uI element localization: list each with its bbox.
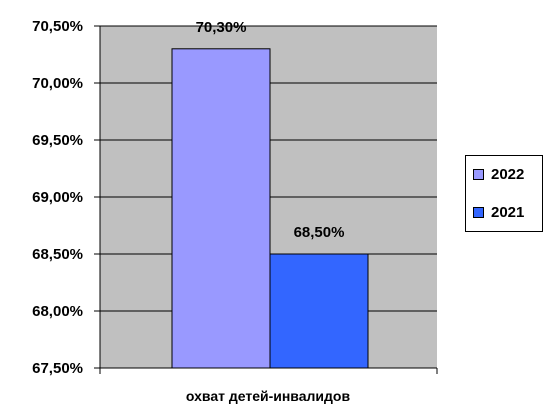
legend-swatch-2021 bbox=[473, 206, 484, 218]
legend-label-2022: 2022 bbox=[491, 165, 525, 183]
y-tick-label: 69,00% bbox=[32, 189, 83, 206]
legend-swatch-2022 bbox=[473, 168, 484, 180]
bar-2021 bbox=[269, 253, 369, 369]
y-tick-label: 67,50% bbox=[32, 360, 83, 377]
legend: 2022 2021 bbox=[465, 155, 543, 232]
y-tick-label: 68,50% bbox=[32, 246, 83, 263]
bar-2022 bbox=[171, 48, 271, 369]
data-label-2021: 68,50% bbox=[294, 224, 345, 241]
y-tick-label: 70,50% bbox=[32, 18, 83, 35]
category-label: охват детей-инвалидов bbox=[186, 388, 351, 404]
legend-item-2021: 2021 bbox=[473, 203, 525, 221]
y-tick-label: 69,50% bbox=[32, 132, 83, 149]
y-tick-label: 70,00% bbox=[32, 75, 83, 92]
legend-label-2021: 2021 bbox=[491, 203, 525, 221]
legend-item-2022: 2022 bbox=[473, 165, 525, 183]
y-tick-label: 68,00% bbox=[32, 303, 83, 320]
data-label-2022: 70,30% bbox=[196, 19, 247, 36]
